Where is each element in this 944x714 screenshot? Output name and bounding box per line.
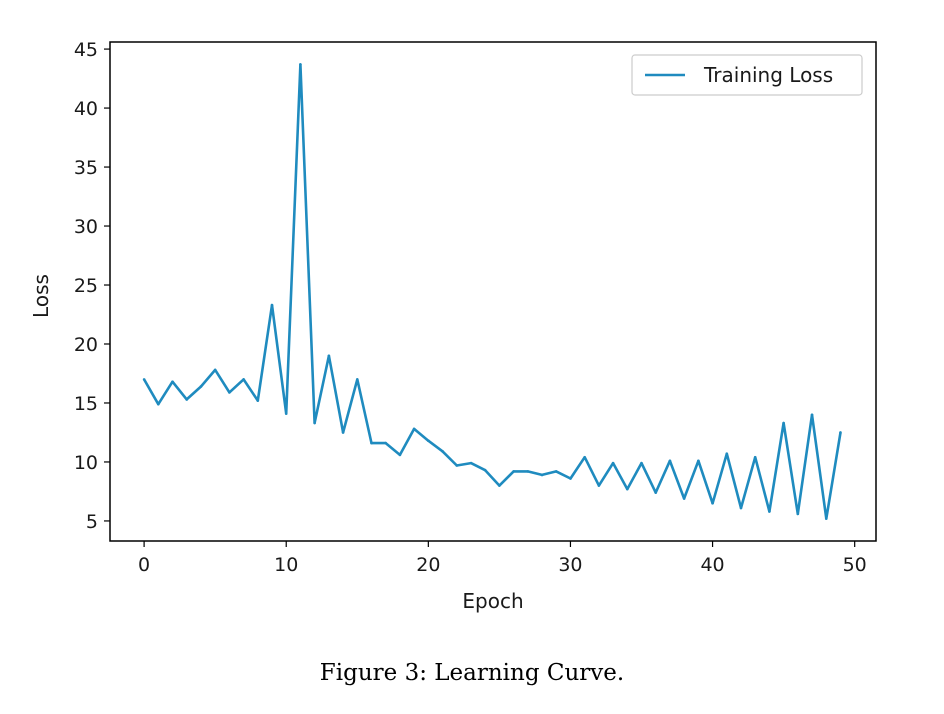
x-axis-ticks: 0 10 20 30 40 50 — [138, 541, 867, 576]
training-loss-point — [682, 497, 686, 500]
training-loss-point — [171, 380, 174, 384]
training-loss-point — [441, 450, 444, 453]
x-tick-label: 30 — [558, 554, 582, 576]
training-loss-point — [157, 402, 160, 406]
training-loss-point — [583, 455, 586, 459]
y-tick-label: 25 — [74, 275, 98, 297]
training-loss-point — [611, 461, 615, 465]
y-tick-label: 30 — [74, 216, 98, 238]
x-tick-label: 40 — [700, 554, 724, 576]
legend-label: Training Loss — [703, 63, 833, 87]
y-tick-label: 35 — [74, 157, 98, 179]
training-loss-point — [398, 453, 402, 457]
training-loss-point — [469, 461, 473, 465]
training-loss-point — [199, 385, 203, 388]
training-loss-point — [341, 431, 345, 434]
training-loss-point — [427, 439, 430, 443]
x-tick-label: 0 — [138, 554, 150, 576]
training-loss-point — [185, 398, 189, 401]
training-loss-point — [270, 303, 274, 307]
training-loss-point — [455, 464, 459, 467]
training-loss-point — [796, 512, 800, 516]
training-loss-point — [228, 391, 231, 394]
training-loss-point — [668, 459, 672, 463]
training-loss-points — [142, 63, 842, 520]
learning-curve-chart: 0 10 20 30 40 50 5 10 15 20 25 30 35 40 45 Epoch Loss… — [29, 39, 877, 613]
training-loss-point — [242, 378, 245, 381]
y-tick-label: 15 — [74, 393, 98, 415]
training-loss-point — [810, 413, 814, 417]
training-loss-point — [554, 470, 558, 473]
y-axis-ticks: 5 10 15 20 25 30 35 40 45 — [74, 39, 110, 533]
training-loss-point — [313, 421, 316, 425]
plot-frame — [109, 41, 877, 542]
training-loss-point — [739, 506, 743, 510]
training-loss-point — [213, 368, 217, 372]
training-loss-point — [839, 431, 842, 434]
training-loss-point — [355, 378, 359, 381]
y-tick-label: 20 — [74, 334, 98, 356]
training-loss-point — [370, 441, 373, 445]
training-loss-point — [697, 459, 700, 463]
x-axis-label: Epoch — [462, 589, 523, 613]
legend: Training Loss — [631, 54, 863, 96]
figure-caption: Figure 3: Learning Curve. — [319, 660, 625, 686]
training-loss-point — [256, 399, 260, 402]
training-loss-point — [526, 470, 530, 473]
training-loss-point — [512, 470, 515, 473]
y-tick-label: 10 — [74, 452, 98, 474]
y-tick-label: 5 — [86, 511, 98, 533]
x-tick-label: 50 — [843, 554, 867, 576]
training-loss-line — [142, 63, 842, 520]
training-loss-point — [540, 473, 544, 477]
training-loss-point — [384, 441, 388, 445]
training-loss-point — [327, 354, 331, 358]
training-loss-point — [753, 455, 757, 459]
legend-box — [631, 54, 863, 96]
training-loss-point — [498, 484, 501, 487]
training-loss-point — [654, 491, 658, 494]
training-loss-point — [725, 452, 729, 456]
training-loss-point — [597, 484, 601, 487]
training-loss-point — [782, 421, 785, 425]
training-loss-point — [142, 378, 146, 381]
x-tick-label: 10 — [274, 554, 298, 576]
training-loss-point — [768, 510, 771, 513]
training-loss-point — [569, 477, 572, 480]
y-tick-label: 40 — [74, 98, 98, 120]
training-loss-point — [412, 427, 416, 431]
training-loss-point — [299, 63, 302, 66]
training-loss-point — [711, 501, 714, 505]
y-axis-label: Loss — [29, 274, 53, 318]
y-tick-label: 45 — [74, 39, 98, 61]
training-loss-point — [824, 517, 828, 520]
training-loss-point — [625, 487, 629, 491]
x-tick-label: 20 — [416, 554, 440, 576]
training-loss-point — [483, 468, 487, 472]
training-loss-point — [640, 461, 643, 465]
training-loss-point — [284, 412, 288, 415]
